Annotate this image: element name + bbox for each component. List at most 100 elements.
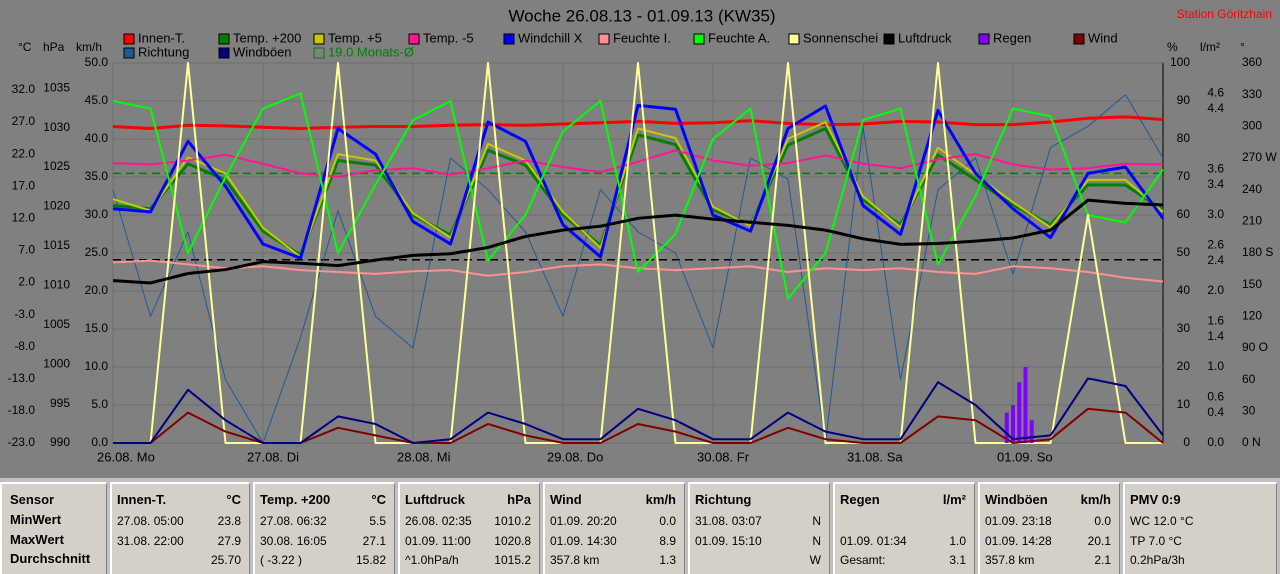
cell-label: 31.08. 22:00 [117, 534, 184, 548]
legend-label: Innen-T. [138, 30, 185, 45]
legend-swatch [883, 33, 895, 45]
chart-title: Woche 26.08.13 - 01.09.13 (KW35) [508, 6, 775, 25]
y-tick-label: 2.0 [18, 275, 35, 289]
y-tick-label: 150 [1242, 277, 1262, 291]
cell-label: 31.08. 03:07 [695, 514, 762, 528]
y-tick-label: 7.0 [18, 243, 35, 257]
x-tick-label: 01.09. So [997, 449, 1053, 464]
legend-label: Temp. -5 [423, 30, 474, 45]
rain-bar [1029, 420, 1034, 443]
cell-value: 15.82 [355, 553, 386, 567]
y-tick-label: 1035 [43, 80, 70, 94]
cell-value: 1010.2 [494, 514, 531, 528]
rain-bar [1004, 412, 1009, 443]
cell-value: 1020.8 [494, 534, 531, 548]
y-tick-label: 360 [1242, 55, 1262, 69]
y-tick-label: 90 [1177, 93, 1191, 107]
y-tick-label: -13.0 [8, 371, 36, 385]
row-label: MinWert [10, 512, 62, 527]
stat-column: PMV 0:9 WC 12.0 °C TP 7.0 °C 0.2hPa/3h [1123, 482, 1277, 574]
legend-swatch [598, 33, 610, 45]
legend-label: Richtung [138, 44, 189, 59]
x-tick-label: 30.08. Fr [697, 449, 750, 464]
column-unit: °C [226, 492, 241, 507]
y-tick-label: 30.0 [85, 207, 109, 221]
y-tick-label: -23.0 [8, 435, 36, 449]
cell-value: 3.1 [949, 553, 966, 567]
cell-label: 01.09. 01:34 [840, 534, 907, 548]
y-tick-label: 35.0 [85, 169, 109, 183]
y-tick-label: 1005 [43, 317, 70, 331]
row-label: MaxWert [10, 532, 64, 547]
legend-swatch [408, 33, 420, 45]
x-tick-label: 31.08. Sa [847, 449, 903, 464]
legend-label: Luftdruck [898, 30, 952, 45]
cell-label: 01.09. 14:28 [985, 534, 1052, 548]
cell-label: TP 7.0 °C [1130, 534, 1182, 548]
rain-bar [1017, 382, 1022, 443]
cell-label: 01.09. 11:00 [405, 534, 471, 548]
cell-value: 0.0 [659, 514, 676, 528]
legend-label: Regen [993, 30, 1031, 45]
legend-swatch [218, 47, 230, 59]
axis-unit: hPa [43, 40, 65, 54]
y-tick-label: 40 [1177, 283, 1191, 297]
y-tick-label: 60 [1242, 372, 1256, 386]
row-label: Durchschnitt [10, 551, 91, 566]
y-tick-label: 17.0 [12, 178, 36, 192]
cell-label: 357.8 km [550, 553, 600, 567]
y-tick-label: 3.0 [1207, 207, 1224, 221]
y-tick-label: 1000 [43, 356, 70, 370]
legend-swatch [218, 33, 230, 45]
y-tick-label: 20.0 [85, 283, 109, 297]
sensor-column: Sensor MinWert MaxWert Durchschnitt [0, 482, 107, 574]
rain-bar [1011, 405, 1015, 443]
y-tick-label: 60 [1177, 207, 1191, 221]
cell-value: 23.8 [217, 514, 241, 528]
cell-value: 27.1 [362, 534, 386, 548]
y-tick-label: 300 [1242, 119, 1262, 133]
y-tick-label: 80 [1177, 131, 1191, 145]
y-tick-label: 2.6 [1207, 238, 1224, 252]
legend-swatch [123, 47, 135, 59]
statistics-table: Sensor MinWert MaxWert Durchschnitt Innen-T.… [0, 478, 1280, 574]
axis-unit: l/m² [1200, 40, 1220, 54]
y-tick-label: 70 [1177, 169, 1191, 183]
y-tick-label: 12.0 [12, 211, 36, 225]
legend-label: Temp. +200 [233, 30, 301, 45]
cell-value: W [809, 553, 821, 567]
y-tick-label: 27.0 [12, 114, 36, 128]
series-line [112, 198, 1164, 285]
cell-value: 25.70 [210, 553, 241, 567]
column-header: Temp. +200 [260, 492, 331, 507]
legend-label: 19.0 Monats-Ø [328, 44, 414, 59]
cell-value: N [812, 534, 821, 548]
legend-label: Sonnenschei [803, 30, 878, 45]
y-tick-label: 2.0 [1207, 283, 1224, 297]
y-tick-label: 3.4 [1207, 177, 1224, 191]
rain-bar [1023, 367, 1028, 443]
y-tick-label: 4.6 [1207, 86, 1224, 100]
cell-label: 27.08. 06:32 [260, 514, 327, 528]
column-unit: km/h [645, 492, 676, 507]
cell-label: 27.08. 05:00 [117, 514, 184, 528]
axis-unit: km/h [76, 40, 102, 54]
cell-value: 1.3 [659, 553, 676, 567]
y-tick-label: 10 [1177, 397, 1191, 411]
column-header: Windböen [985, 492, 1048, 507]
legend-label: Temp. +5 [328, 30, 382, 45]
legend-swatch [693, 33, 705, 45]
cell-value: 27.9 [217, 534, 241, 548]
y-tick-label: 0.6 [1207, 390, 1224, 404]
column-unit: hPa [507, 492, 531, 507]
row-label: Sensor [10, 492, 55, 507]
y-tick-label: 4.4 [1207, 101, 1224, 115]
legend-label: Feuchte A. [708, 30, 770, 45]
cell-label: 357.8 km [985, 553, 1035, 567]
y-tick-label: 15.0 [85, 321, 109, 335]
y-tick-label: 2.4 [1207, 253, 1224, 267]
y-tick-label: 0.0 [1207, 435, 1224, 449]
column-header: Luftdruck [405, 492, 465, 507]
y-tick-label: 40.0 [85, 131, 109, 145]
x-tick-label: 29.08. Do [547, 449, 603, 464]
